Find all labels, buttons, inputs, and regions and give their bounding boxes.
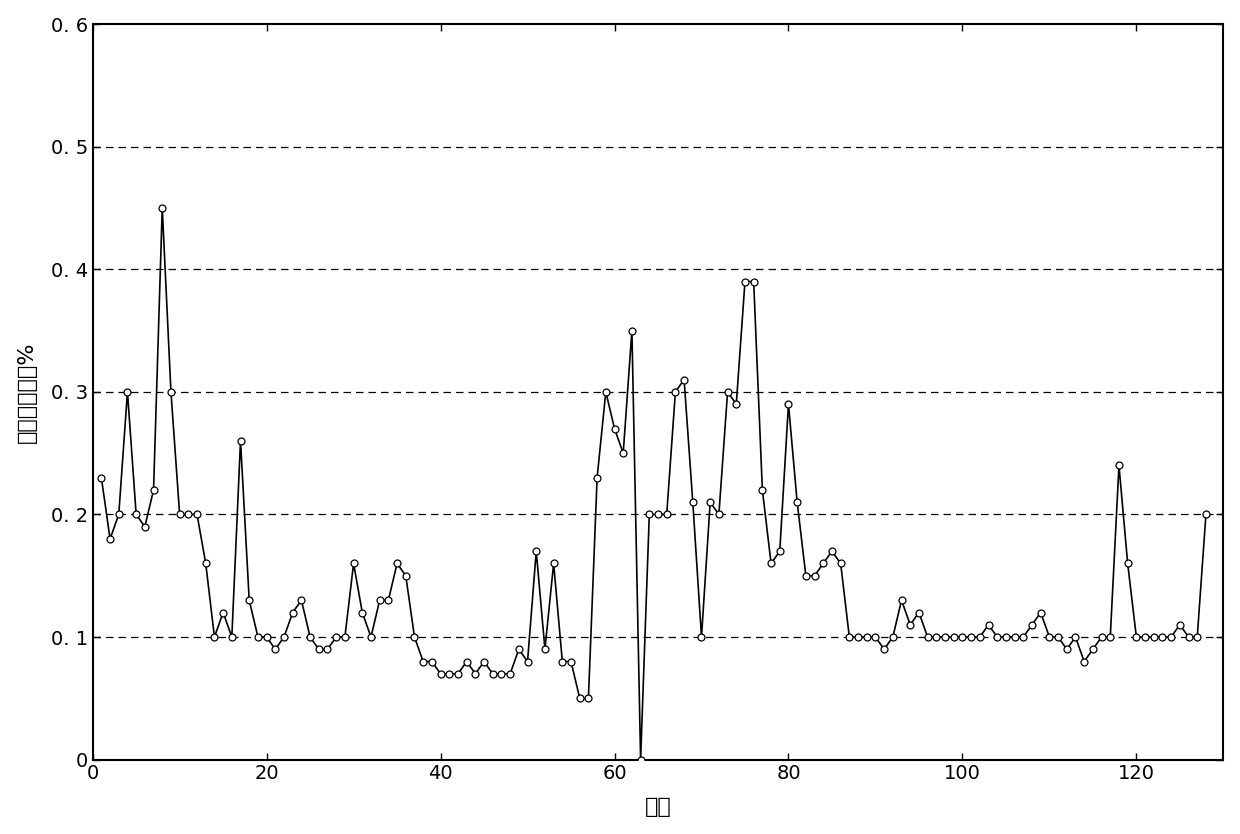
Y-axis label: 气漏差百分数%: 气漏差百分数% [16, 341, 37, 443]
X-axis label: 样本: 样本 [645, 797, 671, 817]
